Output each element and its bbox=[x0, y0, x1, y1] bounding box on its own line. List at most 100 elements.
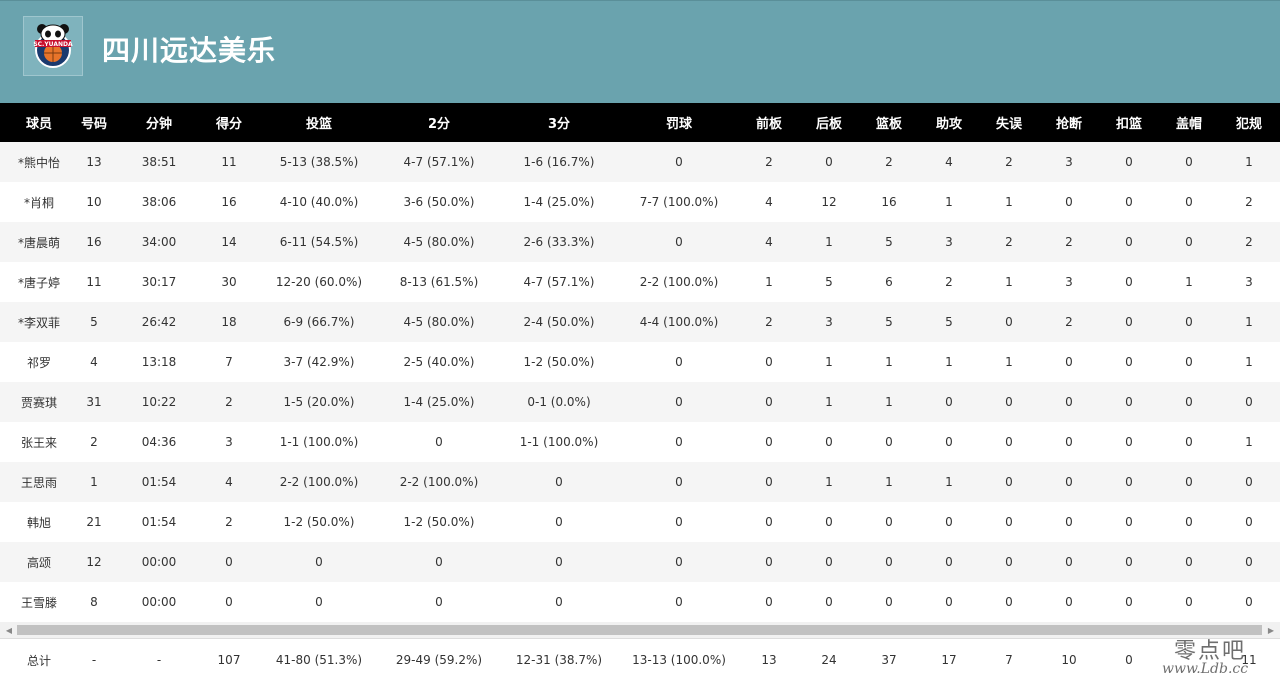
total-two-pt: 29-49 (59.2%) bbox=[395, 653, 483, 667]
cell-minutes: 38:06 bbox=[141, 195, 177, 209]
cell-ast: 1 bbox=[945, 475, 953, 489]
table-row: 王雪滕 8 00:00 0 0 0 0 0 0 0 0 0 0 0 0 0 0 bbox=[0, 582, 1280, 622]
cell-minutes: 01:54 bbox=[141, 515, 177, 529]
table-row: 韩旭 21 01:54 2 1-2 (50.0%) 1-2 (50.0%) 0 0 0 0 0 0 0 0… bbox=[0, 502, 1280, 542]
cell-three-pt: 2-4 (50.0%) bbox=[523, 315, 595, 329]
cell-foul: 0 bbox=[1245, 475, 1253, 489]
box-score-table: 球员 号码 分钟 得分 投篮 2分 3分 罚球 前板 后板 篮板 助攻 失误 抢断 扣篮 盖帽 犯规 *熊中怡 1… bbox=[0, 103, 1280, 622]
cell-two-pt: 2-5 (40.0%) bbox=[403, 355, 475, 369]
table-row: 张王来 2 04:36 3 1-1 (100.0%) 0 1-1 (100.0%) 0 0 0 0 0… bbox=[0, 422, 1280, 462]
cell-points: 0 bbox=[225, 555, 233, 569]
cell-two-pt: 0 bbox=[435, 435, 443, 449]
cell-ft: 0 bbox=[675, 395, 683, 409]
scrollbar-thumb[interactable] bbox=[17, 625, 1262, 635]
cell-ft: 0 bbox=[675, 235, 683, 249]
cell-fg: 4-10 (40.0%) bbox=[279, 195, 359, 209]
cell-minutes: 04:36 bbox=[141, 435, 177, 449]
cell-minutes: 00:00 bbox=[141, 595, 177, 609]
table-row: *唐子婷 11 30:17 30 12-20 (60.0%) 8-13 (61.5%) 4-… bbox=[0, 262, 1280, 302]
scroll-left-icon[interactable]: ◀ bbox=[5, 625, 13, 635]
cell-points: 3 bbox=[225, 435, 233, 449]
cell-fg: 6-9 (66.7%) bbox=[283, 315, 355, 329]
cell-dreb: 1 bbox=[825, 235, 833, 249]
cell-ft: 0 bbox=[675, 515, 683, 529]
total-dreb: 24 bbox=[821, 653, 837, 667]
cell-oreb: 0 bbox=[765, 435, 773, 449]
cell-ft: 4-4 (100.0%) bbox=[639, 315, 719, 329]
cell-reb: 6 bbox=[885, 275, 893, 289]
cell-reb: 2 bbox=[885, 155, 893, 169]
cell-dunk: 0 bbox=[1125, 355, 1133, 369]
cell-ast: 0 bbox=[945, 555, 953, 569]
cell-minutes: 38:51 bbox=[141, 155, 177, 169]
column-header-minutes: 分钟 bbox=[145, 117, 172, 132]
cell-foul: 3 bbox=[1245, 275, 1253, 289]
cell-oreb: 0 bbox=[765, 395, 773, 409]
cell-dunk: 0 bbox=[1125, 475, 1133, 489]
logo-text: SC.YUANDA bbox=[33, 41, 73, 48]
cell-oreb: 0 bbox=[765, 355, 773, 369]
cell-reb: 5 bbox=[885, 235, 893, 249]
cell-blk: 1 bbox=[1185, 275, 1193, 289]
cell-fg: 0 bbox=[315, 555, 323, 569]
watermark: 零点吧 www.Ldb.cc bbox=[1160, 633, 1280, 681]
cell-three-pt: 0-1 (0.0%) bbox=[527, 395, 591, 409]
cell-blk: 0 bbox=[1185, 155, 1193, 169]
cell-player: 王思雨 bbox=[20, 475, 57, 490]
cell-tov: 0 bbox=[1005, 435, 1013, 449]
cell-foul: 0 bbox=[1245, 595, 1253, 609]
team-logo: SC.YUANDA bbox=[23, 16, 83, 76]
cell-stl: 0 bbox=[1065, 595, 1073, 609]
cell-foul: 0 bbox=[1245, 555, 1253, 569]
cell-player: 高颂 bbox=[26, 555, 51, 570]
cell-player: 张王来 bbox=[20, 435, 57, 450]
cell-dunk: 0 bbox=[1125, 155, 1133, 169]
cell-stl: 0 bbox=[1065, 475, 1073, 489]
cell-three-pt: 2-6 (33.3%) bbox=[523, 235, 595, 249]
cell-ast: 1 bbox=[945, 195, 953, 209]
column-header-stl: 抢断 bbox=[1055, 117, 1082, 132]
cell-three-pt: 0 bbox=[555, 595, 563, 609]
table-row: *肖桐 10 38:06 16 4-10 (40.0%) 3-6 (50.0%) 1-4 (… bbox=[0, 182, 1280, 222]
column-header-points: 得分 bbox=[215, 117, 242, 132]
cell-fg: 6-11 (54.5%) bbox=[279, 235, 359, 249]
cell-number: 10 bbox=[86, 195, 102, 209]
scroll-right-icon[interactable]: ▶ bbox=[1267, 625, 1275, 635]
column-header-dreb: 后板 bbox=[815, 117, 842, 132]
column-header-three-pt: 3分 bbox=[547, 117, 571, 132]
cell-number: 5 bbox=[90, 315, 98, 329]
cell-tov: 0 bbox=[1005, 395, 1013, 409]
cell-tov: 2 bbox=[1005, 235, 1013, 249]
total-reb: 37 bbox=[881, 653, 897, 667]
total-three-pt: 12-31 (38.7%) bbox=[515, 653, 603, 667]
cell-number: 1 bbox=[90, 475, 98, 489]
cell-dunk: 0 bbox=[1125, 435, 1133, 449]
cell-ast: 0 bbox=[945, 435, 953, 449]
cell-three-pt: 0 bbox=[555, 475, 563, 489]
cell-player: *熊中怡 bbox=[17, 155, 60, 170]
column-header-tov: 失误 bbox=[995, 117, 1022, 132]
cell-blk: 0 bbox=[1185, 195, 1193, 209]
table-header-row: 球员 号码 分钟 得分 投篮 2分 3分 罚球 前板 后板 篮板 助攻 失误 抢断 扣篮 盖帽 犯规 bbox=[0, 103, 1280, 142]
total-ft: 13-13 (100.0%) bbox=[632, 653, 726, 667]
column-header-reb: 篮板 bbox=[875, 117, 902, 132]
cell-oreb: 0 bbox=[765, 595, 773, 609]
cell-foul: 1 bbox=[1245, 435, 1253, 449]
cell-player: *唐子婷 bbox=[17, 275, 60, 290]
cell-ft: 0 bbox=[675, 555, 683, 569]
cell-dreb: 5 bbox=[825, 275, 833, 289]
cell-reb: 1 bbox=[885, 355, 893, 369]
column-header-ft: 罚球 bbox=[665, 117, 692, 132]
cell-tov: 1 bbox=[1005, 355, 1013, 369]
cell-stl: 3 bbox=[1065, 275, 1073, 289]
column-header-ast: 助攻 bbox=[935, 117, 962, 132]
table-row: 高颂 12 00:00 0 0 0 0 0 0 0 0 0 0 0 0 0 0 bbox=[0, 542, 1280, 582]
cell-two-pt: 4-7 (57.1%) bbox=[403, 155, 475, 169]
cell-minutes: 13:18 bbox=[141, 355, 177, 369]
cell-player: 王雪滕 bbox=[20, 595, 57, 610]
cell-blk: 0 bbox=[1185, 595, 1193, 609]
cell-two-pt: 4-5 (80.0%) bbox=[403, 235, 475, 249]
horizontal-scrollbar[interactable]: ◀ ▶ bbox=[0, 622, 1280, 638]
cell-ast: 0 bbox=[945, 595, 953, 609]
cell-stl: 3 bbox=[1065, 155, 1073, 169]
